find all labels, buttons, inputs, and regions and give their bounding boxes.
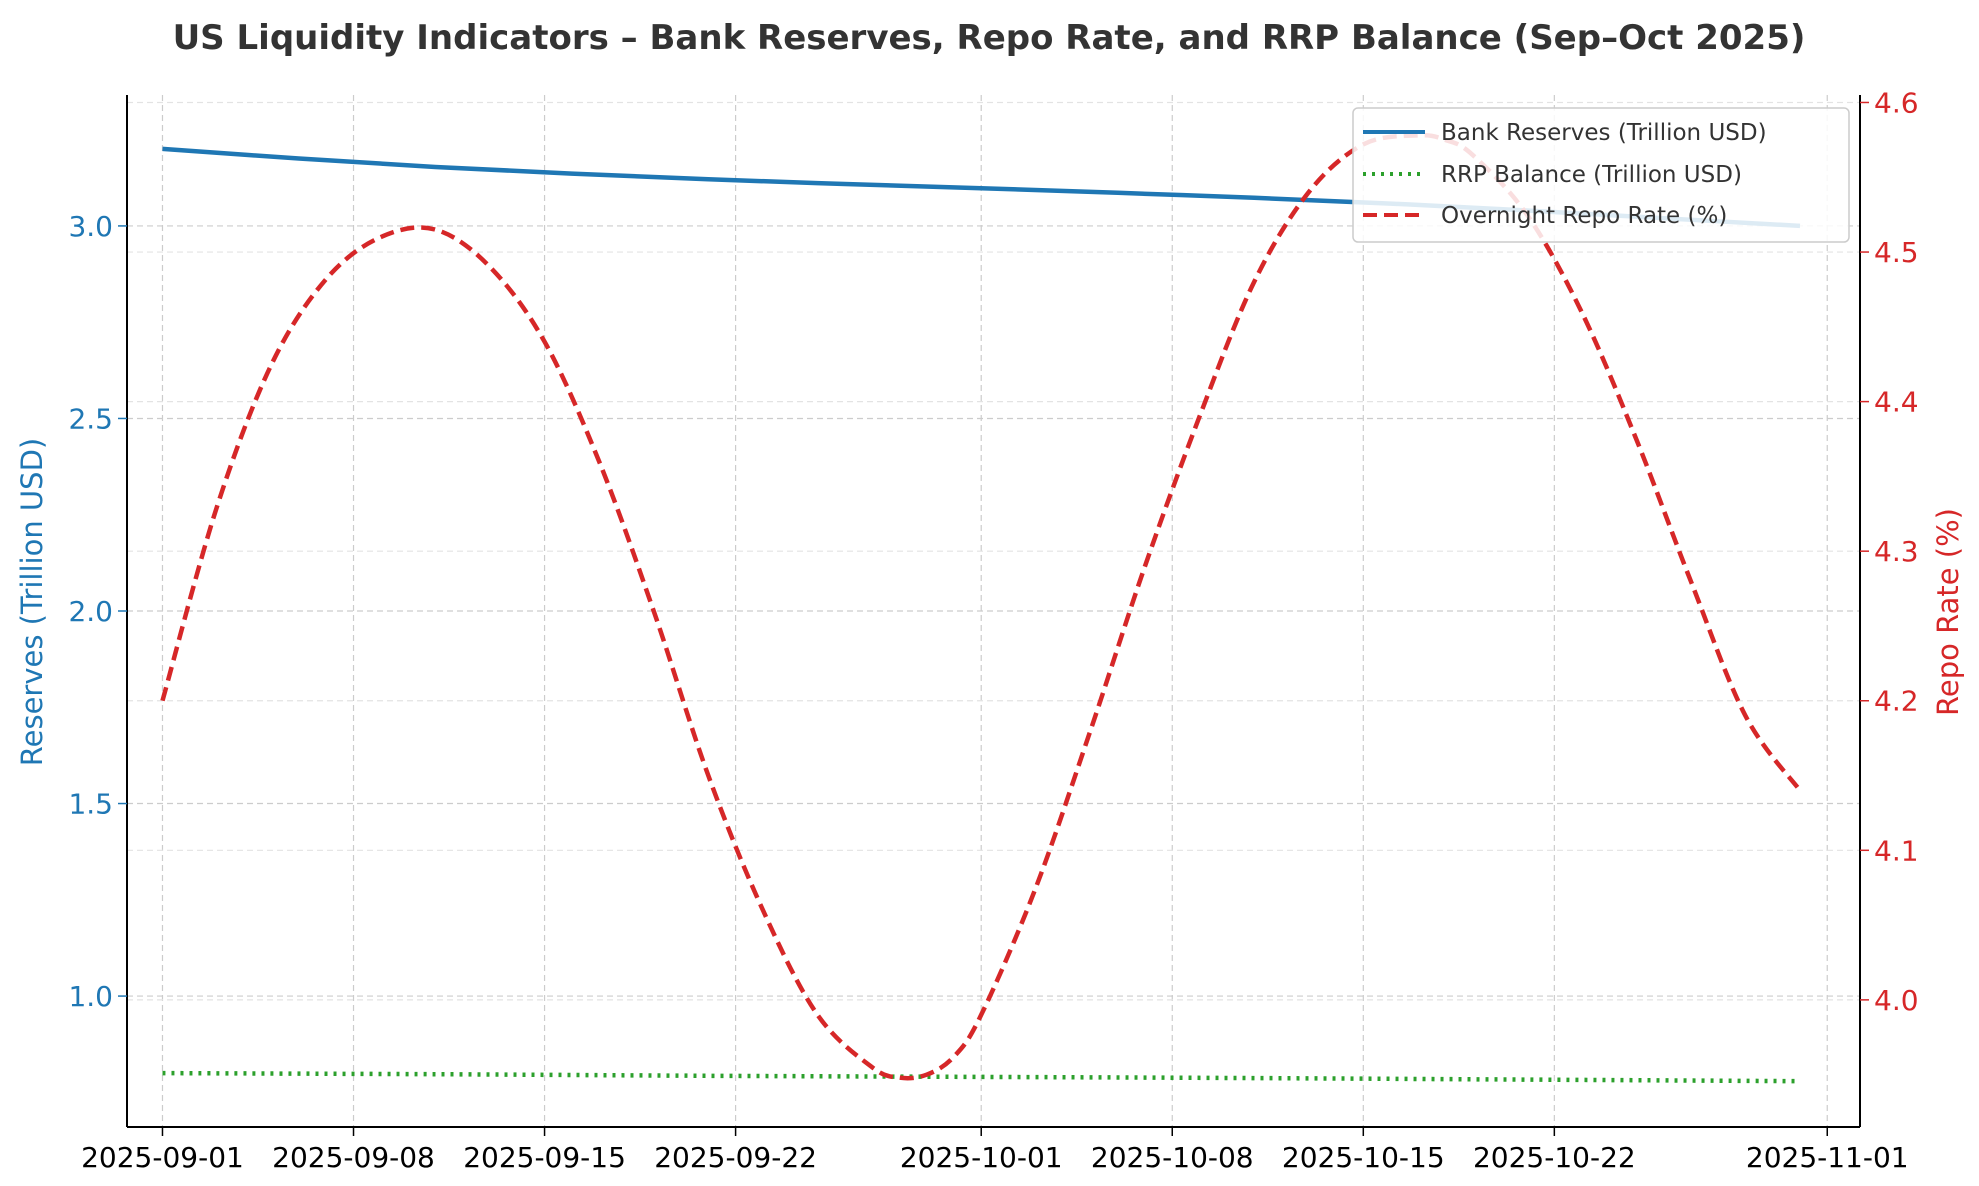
legend-entry-rrp-balance: RRP Balance (Trillion USD) xyxy=(1363,162,1742,188)
y-tick-label-right: 4.3 xyxy=(1874,535,1919,568)
x-tick-label: 2025-10-01 xyxy=(900,1141,1063,1174)
legend-box xyxy=(1352,107,1850,243)
legend-label-rrp-balance: RRP Balance (Trillion USD) xyxy=(1441,162,1742,188)
x-tick-label: 2025-11-01 xyxy=(1746,1141,1909,1174)
y-tick-label-left: 2.0 xyxy=(68,595,113,628)
y-axis-label-right: Repo Rate (%) xyxy=(1931,508,1965,716)
legend-label-repo-rate: Overnight Repo Rate (%) xyxy=(1441,203,1727,229)
y-tick-label-right: 4.0 xyxy=(1874,984,1919,1017)
legend: Bank Reserves (Trillion USD) RRP Balance… xyxy=(1352,107,1850,243)
series-line-rrp-balance xyxy=(162,1070,1801,1084)
x-tick-label: 2025-10-22 xyxy=(1473,1141,1636,1174)
x-tick-label: 2025-09-22 xyxy=(654,1141,817,1174)
y-tick-label-left: 1.0 xyxy=(68,980,113,1013)
legend-label-bank-reserves: Bank Reserves (Trillion USD) xyxy=(1441,120,1767,146)
axes: 2025-09-01 2025-09-08 2025-09-15 2025-09-22… xyxy=(68,86,1918,1174)
x-tick-label: 2025-09-01 xyxy=(81,1141,244,1174)
legend-entry-repo-rate: Overnight Repo Rate (%) xyxy=(1363,203,1727,229)
y-tick-label-right: 4.1 xyxy=(1874,834,1919,867)
x-tick-label: 2025-10-15 xyxy=(1282,1141,1445,1174)
x-tick-label: 2025-09-15 xyxy=(463,1141,626,1174)
legend-entry-bank-reserves: Bank Reserves (Trillion USD) xyxy=(1363,120,1767,146)
y-tick-label-left: 3.0 xyxy=(68,210,113,243)
chart-title: US Liquidity Indicators – Bank Reserves,… xyxy=(173,18,1806,58)
y-tick-label-right: 4.5 xyxy=(1874,236,1919,269)
grid xyxy=(127,95,1860,1127)
x-tick-label: 2025-09-08 xyxy=(272,1141,435,1174)
y-tick-label-right: 4.2 xyxy=(1874,685,1919,718)
y-tick-label-left: 2.5 xyxy=(68,402,113,435)
x-tick-label: 2025-10-08 xyxy=(1091,1141,1254,1174)
y-tick-label-right: 4.6 xyxy=(1874,86,1919,119)
y-tick-label-left: 1.5 xyxy=(68,788,113,821)
y-tick-label-right: 4.4 xyxy=(1874,386,1919,419)
y-axis-label-left: Reserves (Trillion USD) xyxy=(15,438,49,766)
